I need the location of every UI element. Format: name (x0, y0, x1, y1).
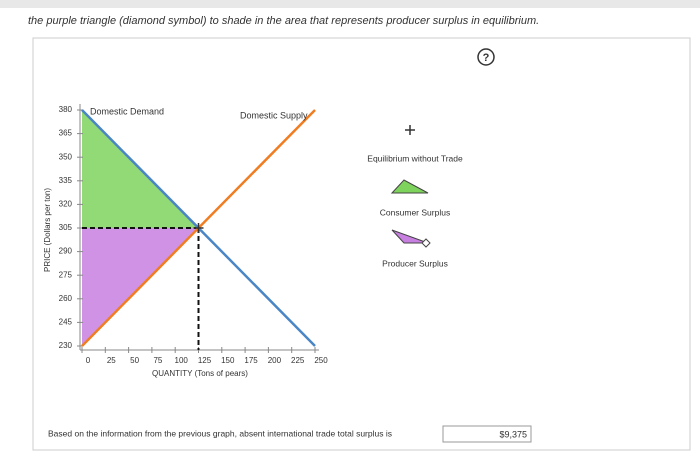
curve-label: Domestic Demand (90, 106, 164, 116)
cut-off-bar (0, 0, 700, 8)
x-tick-label: 75 (153, 356, 162, 365)
legend-label: Consumer Surplus (380, 207, 450, 217)
x-tick-label: 125 (198, 356, 212, 365)
x-tick-label: 250 (314, 356, 328, 365)
instruction: the purple triangle (diamond symbol) to … (28, 15, 539, 27)
y-tick-label: 290 (59, 247, 73, 256)
x-axis-label: QUANTITY (Tons of pears) (152, 369, 248, 378)
y-tick-label: 350 (59, 152, 73, 161)
x-tick-label: 200 (268, 356, 282, 365)
answer[interactable]: $9,375 (499, 429, 527, 439)
x-tick-label: 50 (130, 356, 139, 365)
x-tick-label: 25 (107, 356, 116, 365)
y-tick-label: 275 (59, 270, 73, 279)
legend-label: Equilibrium without Trade (367, 153, 463, 163)
y-tick-label: 260 (59, 294, 73, 303)
y-tick-label: 305 (59, 223, 73, 232)
x-tick-label: 150 (221, 356, 235, 365)
y-tick-label: 320 (59, 200, 73, 209)
legend-label: Producer Surplus (382, 258, 448, 268)
help-button[interactable] (477, 48, 495, 66)
curve-label: Domestic Supply (240, 110, 308, 120)
legend-diamond (421, 238, 431, 248)
answer-box[interactable] (442, 425, 532, 443)
x-tick-label: 175 (244, 356, 258, 365)
legend-icon-producer (391, 229, 429, 244)
y-tick-label: 245 (59, 318, 73, 327)
legend-icon-equilibrium (405, 125, 415, 135)
help-label[interactable]: ? (483, 52, 490, 64)
legend-icon-consumer (390, 179, 429, 194)
x-tick-label: 225 (291, 356, 305, 365)
question: Based on the information from the previo… (48, 428, 392, 438)
y-tick-label: 365 (59, 129, 73, 138)
y-tick-label: 335 (59, 176, 73, 185)
y-tick-label: 380 (59, 105, 73, 114)
y-tick-label: 230 (59, 341, 73, 350)
equilibrium-point (193, 223, 204, 233)
x-tick-label: 100 (175, 356, 189, 365)
x-tick-label: 0 (86, 356, 91, 365)
y-axis-label: PRICE (Dollars per ton) (43, 188, 52, 272)
